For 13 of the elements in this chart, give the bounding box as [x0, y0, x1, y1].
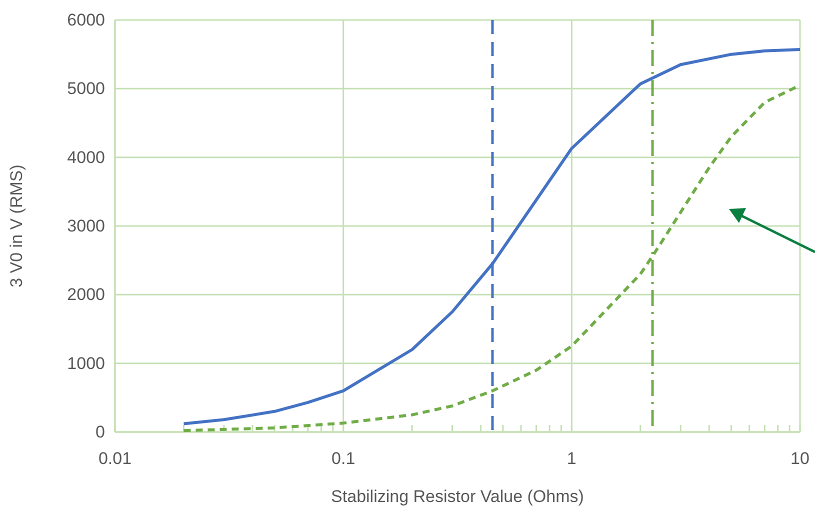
y-tick-label: 5000: [67, 79, 105, 98]
y-tick-label: 3000: [67, 216, 105, 236]
x-tick-label: 0.01: [98, 449, 132, 468]
y-tick-label: 6000: [67, 10, 105, 30]
x-axis-title: Stabilizing Resistor Value (Ohms): [331, 487, 584, 506]
y-tick-label: 4000: [67, 148, 105, 167]
x-tick-label: 1: [566, 449, 576, 468]
y-axis-title: 3 V0 in V (RMS): [7, 164, 26, 288]
y-tick-label: 1000: [67, 354, 105, 373]
x-tick-label: 10: [790, 449, 810, 468]
y-tick-label: 0: [96, 422, 105, 442]
y-tick-label: 2000: [67, 285, 105, 304]
x-tick-label: 0.1: [332, 449, 356, 468]
